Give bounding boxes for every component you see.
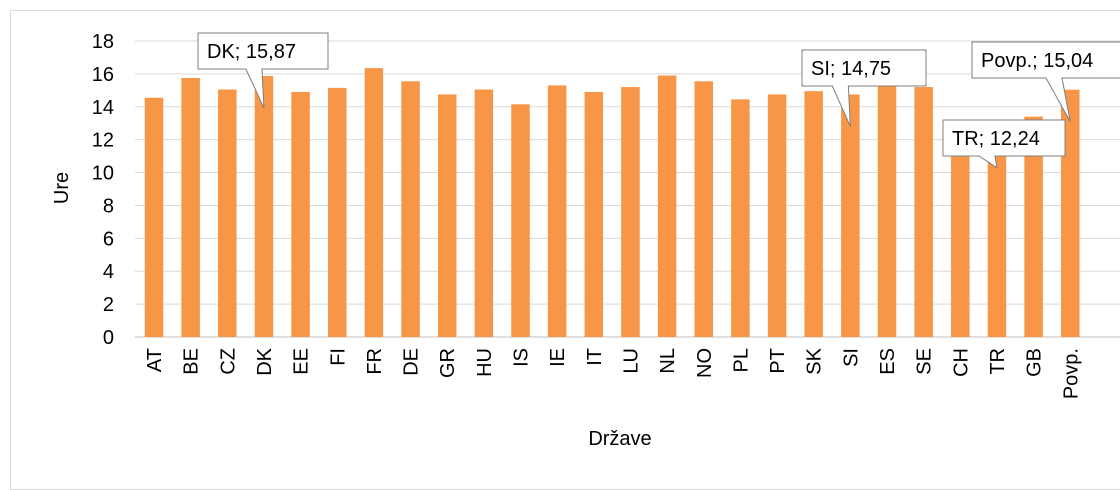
callout-box (801, 49, 927, 127)
bar-pt (767, 94, 787, 337)
bar-lu (621, 87, 640, 338)
callout-box (197, 32, 329, 109)
x-tick-label: CH (950, 348, 972, 377)
y-tick-label: 14 (92, 97, 114, 119)
x-tick-label: TR (987, 348, 1009, 375)
bar-es (877, 86, 897, 337)
y-tick-label: 12 (92, 130, 114, 152)
y-tick-labels: 0 2 4 6 8 10 12 14 16 18 (92, 31, 114, 349)
x-tick-label: AT (144, 348, 166, 372)
y-tick-label: 0 (103, 327, 114, 349)
callouts: DK; 15,87 SI; 14,75 TR; 12,24 Povp.; 15,04 (197, 32, 1120, 169)
x-tick-label: NL (657, 348, 679, 374)
bar-ch (951, 119, 970, 337)
bar-sk (804, 91, 823, 338)
callout-si: SI; 14,75 (801, 49, 927, 127)
data-label: Povp.; 15,04 (981, 50, 1093, 72)
bar-fr (364, 68, 384, 337)
y-tick-label: 4 (103, 261, 114, 283)
x-tick-label: SK (804, 347, 826, 374)
x-axis-title: Države (588, 428, 651, 450)
x-tick-label: GB (1024, 348, 1046, 377)
x-tick-label: CZ (217, 348, 239, 375)
x-tick-label: GR (437, 348, 459, 378)
bar-si (841, 94, 860, 337)
bar-gb (1024, 116, 1043, 338)
callout-box (942, 119, 1066, 169)
bar-tr (987, 135, 1007, 337)
x-tick-label: DK (254, 347, 276, 375)
bar-hu (474, 89, 494, 337)
bar-pl (731, 99, 750, 337)
bar-is (511, 104, 530, 337)
data-label: DK; 15,87 (207, 41, 296, 63)
data-label: TR; 12,24 (952, 128, 1040, 150)
x-tick-label: Povp. (1060, 348, 1082, 399)
y-tick-label: 2 (103, 294, 114, 316)
callout-tr: TR; 12,24 (942, 119, 1066, 169)
bar-dk (254, 76, 274, 337)
x-tick-label: IE (547, 348, 569, 367)
x-tick-label: SE (914, 348, 936, 375)
callout-box (971, 41, 1120, 122)
bar-chart: 0 2 4 6 8 10 12 14 16 18 AT BE CZ DK EE FI FR DE GR HU IS IE… (51, 31, 1120, 450)
y-tick-label: 8 (103, 195, 114, 217)
x-tick-label: FI (327, 348, 349, 366)
x-tick-label: EE (291, 348, 313, 375)
x-tick-label: DE (401, 348, 423, 376)
bar-gr (437, 94, 457, 337)
bar-cz (218, 89, 237, 337)
x-tick-label: SI (840, 348, 862, 367)
y-tick-label: 10 (92, 163, 114, 185)
y-tick-label: 16 (92, 64, 114, 86)
x-tick-label: IT (584, 348, 606, 366)
x-tick-label: PL (730, 348, 752, 372)
data-label: SI; 14,75 (811, 58, 891, 80)
bar-ee (291, 91, 310, 337)
bars (144, 68, 1080, 338)
x-tick-label: BE (181, 348, 203, 375)
x-tick-label: NO (694, 348, 716, 378)
x-tick-label: HU (474, 348, 496, 377)
bar-ie (547, 85, 567, 338)
x-tick-label: ES (877, 348, 899, 375)
x-tick-label: PT (767, 348, 789, 374)
x-tick-labels: AT BE CZ DK EE FI FR DE GR HU IS IE IT LU NL NO PL PT SK SI… (144, 347, 1082, 399)
bar-at (144, 97, 164, 337)
bar-nl (657, 75, 677, 338)
x-tick-label: LU (620, 348, 642, 374)
y-axis-title: Ure (51, 172, 73, 204)
y-tick-label: 6 (103, 228, 114, 250)
y-tick-label: 18 (92, 31, 114, 53)
callout-dk: DK; 15,87 (197, 32, 329, 109)
bar-fi (328, 87, 347, 337)
callout-povp: Povp.; 15,04 (971, 41, 1120, 122)
x-tick-label: FR (364, 348, 386, 375)
bar-be (181, 78, 200, 337)
bar-se (914, 87, 933, 338)
bar-de (401, 81, 420, 338)
bar-povp (1061, 89, 1080, 337)
x-tick-label: IS (511, 348, 533, 367)
bar-it (584, 91, 604, 337)
bar-no (694, 81, 713, 338)
